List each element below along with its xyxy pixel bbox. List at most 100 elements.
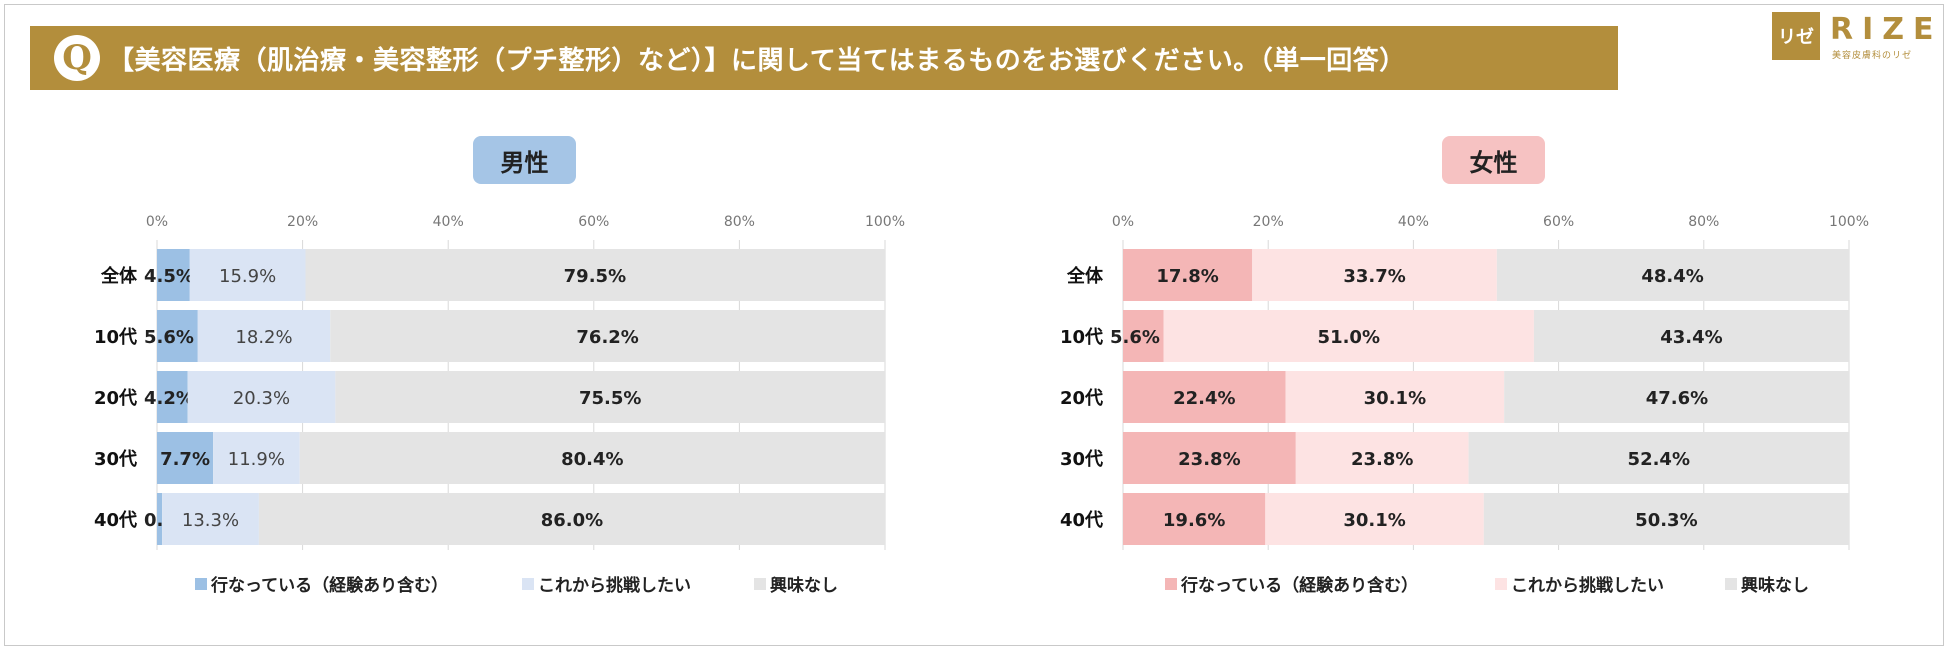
female-bar-segment [1252, 249, 1497, 301]
male-data-label: 13.3% [182, 510, 239, 531]
male-data-label: 5.6% [144, 327, 194, 348]
male-category-label: 全体 [100, 265, 138, 287]
male-bar-segment [157, 249, 190, 301]
male-bar-segment [157, 371, 188, 423]
female-data-label: 30.1% [1343, 510, 1405, 531]
male-legend-swatch [754, 578, 766, 590]
male-category-label: 10代 [94, 327, 137, 348]
logo-subtitle: 美容皮膚科のリゼ [1832, 51, 1913, 61]
male-bar-segment [305, 249, 885, 301]
female-category-label: 30代 [1060, 449, 1103, 470]
question-banner: Q 【美容医療（肌治療・美容整形（プチ整形）など）】に関して当てはまるものをお選… [30, 26, 1618, 90]
male-x-tick-label: 40% [433, 214, 464, 230]
female-bar-segment [1468, 432, 1849, 484]
logo-mark: リゼ [1772, 12, 1820, 60]
female-data-label: 22.4% [1173, 388, 1235, 409]
female-data-label: 33.7% [1343, 266, 1405, 287]
female-bar-segment [1123, 371, 1286, 423]
female-category-label: 20代 [1060, 388, 1103, 409]
female-data-label: 19.6% [1163, 510, 1225, 531]
male-legend-swatch [195, 578, 207, 590]
male-bar-segment [157, 493, 163, 545]
female-x-tick-label: 0% [1112, 214, 1134, 230]
female-legend-label: これから挑戦したい [1511, 575, 1664, 596]
male-x-tick-label: 100% [865, 214, 905, 230]
male-category-label: 20代 [94, 388, 137, 409]
male-x-tick-label: 80% [724, 214, 755, 230]
female-bar-segment [1123, 310, 1164, 362]
male-bar-segment [157, 432, 214, 484]
male-bar-segment [330, 310, 885, 362]
female-data-label: 48.4% [1641, 266, 1703, 287]
male-x-tick-label: 20% [287, 214, 318, 230]
male-data-label: 18.2% [235, 327, 292, 348]
male-bar-segment [197, 310, 331, 362]
female-data-label: 23.8% [1178, 449, 1240, 470]
female-data-label: 17.8% [1156, 266, 1218, 287]
female-x-tick-label: 80% [1688, 214, 1719, 230]
female-bar-segment [1123, 493, 1266, 545]
female-data-label: 50.3% [1635, 510, 1697, 531]
female-bar-segment [1123, 432, 1296, 484]
female-data-label: 52.4% [1628, 449, 1690, 470]
female-bar-segment [1533, 310, 1849, 362]
brand-logo: リゼ RIZE 美容皮膚科のリゼ [1772, 12, 1942, 62]
female-legend-label: 興味なし [1741, 575, 1809, 596]
female-x-tick-label: 20% [1253, 214, 1284, 230]
female-bar-segment [1295, 432, 1469, 484]
male-data-label: 86.0% [541, 510, 603, 531]
female-data-label: 23.8% [1351, 449, 1413, 470]
male-x-tick-label: 60% [578, 214, 609, 230]
question-text: 【美容医療（肌治療・美容整形（プチ整形）など）】に関して当てはまるものをお選びく… [108, 45, 1406, 76]
female-category-label: 40代 [1060, 510, 1103, 531]
female-bar-segment [1285, 371, 1505, 423]
female-chart-title: 女性 [1442, 136, 1545, 184]
male-data-label: 4.5% [144, 266, 194, 287]
male-chart-title: 男性 [473, 136, 576, 184]
male-data-label: 80.4% [561, 449, 623, 470]
female-legend-swatch [1725, 578, 1737, 590]
female-data-label: 30.1% [1364, 388, 1426, 409]
female-x-tick-label: 100% [1829, 214, 1869, 230]
male-category-label: 40代 [94, 510, 137, 531]
male-category-label: 30代 [94, 449, 137, 470]
female-bar-segment [1123, 249, 1253, 301]
male-bar-segment [335, 371, 885, 423]
male-bar-segment [189, 249, 306, 301]
female-data-label: 47.6% [1646, 388, 1708, 409]
female-data-label: 43.4% [1660, 327, 1722, 348]
male-data-label: 4.2% [144, 388, 194, 409]
female-category-label: 全体 [1066, 265, 1104, 287]
male-legend-label: これから挑戦したい [538, 575, 691, 596]
female-legend-swatch [1495, 578, 1507, 590]
female-bar-segment [1496, 249, 1849, 301]
male-bar-segment [299, 432, 885, 484]
male-data-label: 20.3% [233, 388, 290, 409]
male-legend-swatch [522, 578, 534, 590]
male-data-label: 79.5% [564, 266, 626, 287]
female-legend-label: 行なっている（経験あり含む） [1180, 575, 1418, 596]
female-x-tick-label: 40% [1398, 214, 1429, 230]
female-data-label: 5.6% [1110, 327, 1160, 348]
male-data-label: 7.7% [160, 449, 210, 470]
male-data-label: 15.9% [219, 266, 276, 287]
male-bar-segment [157, 310, 198, 362]
female-category-label: 10代 [1060, 327, 1103, 348]
male-data-label: 76.2% [576, 327, 638, 348]
male-legend-label: 行なっている（経験あり含む） [210, 575, 448, 596]
question-mark-icon: Q [54, 35, 100, 81]
female-data-label: 51.0% [1318, 327, 1380, 348]
male-bar-segment [213, 432, 300, 484]
female-bar-segment [1265, 493, 1484, 545]
male-bar-segment [162, 493, 259, 545]
female-x-tick-label: 60% [1543, 214, 1574, 230]
female-legend-swatch [1165, 578, 1177, 590]
logo-word: RIZE [1830, 12, 1943, 47]
female-bar-segment [1163, 310, 1534, 362]
male-data-label: 11.9% [228, 449, 285, 470]
male-x-tick-label: 0% [146, 214, 168, 230]
female-bar-segment [1483, 493, 1849, 545]
male-bar-segment [258, 493, 885, 545]
male-legend-label: 興味なし [770, 575, 838, 596]
